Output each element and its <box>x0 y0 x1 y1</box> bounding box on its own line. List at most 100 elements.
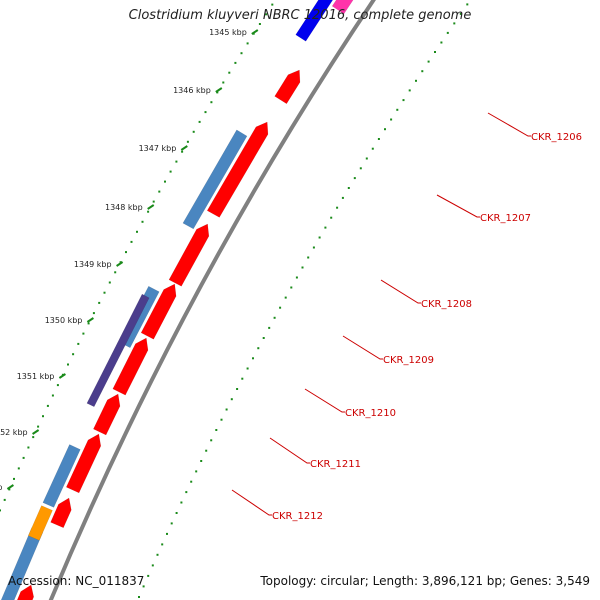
inner-tick-dot <box>138 596 140 598</box>
inner-tick-dot <box>301 266 304 269</box>
inner-tick-dot <box>151 564 154 567</box>
forward-cds <box>93 393 121 436</box>
inner-tick-dot <box>230 398 233 401</box>
outer-tick-dot <box>72 353 75 356</box>
inner-tick-dot <box>440 41 443 44</box>
gene-leader-line <box>380 279 421 304</box>
inner-tick-dot <box>336 206 339 209</box>
kbp-labels: 1345 kbp 1346 kbp 1347 kbp 1348 kbp 1349 kbp… <box>0 28 259 492</box>
inner-tick-dot <box>290 286 293 289</box>
inner-tick-dot <box>421 70 424 73</box>
outer-tick-dot <box>8 488 11 491</box>
outer-tick-dot <box>210 101 213 104</box>
gene-leader-line <box>269 437 310 464</box>
gene-label: CKR_1208 <box>421 299 472 310</box>
gene-leader-line <box>304 388 345 413</box>
outer-tick-dot <box>240 52 243 55</box>
outer-tick-dot <box>77 342 80 345</box>
outer-tick-dot <box>32 436 35 439</box>
forward-cds <box>65 433 102 494</box>
inner-tick-dot <box>215 429 218 431</box>
purple-cds <box>86 293 150 408</box>
outer-tick-dot <box>37 425 40 428</box>
outer-tick-dot <box>175 160 178 163</box>
outer-tick-dot <box>46 404 49 407</box>
kbp-tick <box>32 429 40 435</box>
inner-tick-dot <box>365 157 368 160</box>
kbp-label: 1349 kbp <box>74 260 112 269</box>
inner-tick-dot <box>166 532 168 535</box>
inner-tick-dot <box>390 118 393 121</box>
inner-tick-dot <box>312 246 315 249</box>
inner-tick-dot <box>324 226 327 229</box>
inner-tick-dot <box>371 147 374 150</box>
inner-tick-track <box>138 3 469 598</box>
reverse-cds <box>182 129 248 230</box>
outer-tick-dot <box>186 140 189 143</box>
forward-cds <box>112 337 149 396</box>
inner-tick-dot <box>459 12 462 15</box>
pink-cds <box>331 0 354 15</box>
inner-tick-dot <box>225 408 228 411</box>
genome-backbone <box>48 0 377 600</box>
inner-tick-dot <box>220 418 223 421</box>
outer-tick-dot <box>13 477 15 480</box>
kbp-label: 1347 kbp <box>139 144 177 153</box>
kbp-label: 1346 kbp <box>173 86 211 95</box>
outer-tick-dot <box>125 251 127 254</box>
inner-tick-dot <box>279 306 282 309</box>
gene-leader-line <box>342 335 383 360</box>
outer-tick-dot <box>169 170 172 173</box>
inner-tick-dot <box>236 388 239 390</box>
inner-tick-dot <box>252 357 254 360</box>
outer-tick-dot <box>204 111 207 114</box>
forward-cds <box>16 584 34 600</box>
inner-tick-dot <box>434 51 436 53</box>
outer-tick-dot <box>198 120 201 123</box>
inner-tick-dot <box>161 543 164 546</box>
inner-tick-dot <box>347 187 350 189</box>
outer-tick-dot <box>136 230 138 233</box>
gene-labels: CKR_1206 CKR_1207 CKR_1208 CKR_1209 CKR_1210… <box>272 132 582 522</box>
inner-tick-dot <box>453 22 456 25</box>
gene-leader-line <box>436 194 480 218</box>
orange-cds <box>27 505 53 541</box>
outer-tick-dot <box>152 200 155 203</box>
inner-tick-dot <box>466 3 469 6</box>
inner-tick-dot <box>384 128 386 131</box>
inner-tick-dot <box>180 501 183 504</box>
gene-leader-line <box>487 112 531 137</box>
inner-tick-dot <box>147 574 150 577</box>
gene-label: CKR_1210 <box>345 408 396 419</box>
inner-tick-dot <box>427 60 430 63</box>
inner-tick-dot <box>246 367 249 370</box>
outer-tick-dot <box>27 446 30 449</box>
kbp-tick <box>147 204 155 210</box>
kbp-label: 1350 kbp <box>45 316 83 325</box>
outer-tick-dot <box>147 210 150 213</box>
inner-tick-dot <box>156 553 159 556</box>
inner-tick-dot <box>353 177 356 180</box>
outer-tick-dot <box>141 220 144 223</box>
outer-tick-dot <box>87 322 90 325</box>
gene-label: CKR_1212 <box>272 511 323 522</box>
inner-tick-dot <box>200 460 203 462</box>
inner-tick-dot <box>330 216 333 219</box>
inner-tick-dot <box>241 377 244 380</box>
reverse-cds <box>42 444 81 508</box>
outer-tick-dot <box>228 71 231 74</box>
outer-tick-dot <box>82 332 85 335</box>
outer-tick-dot <box>258 23 261 25</box>
inner-tick-dot <box>284 296 287 299</box>
outer-tick-dot <box>181 150 184 153</box>
inner-tick-dot <box>415 79 417 82</box>
forward-cds <box>140 283 177 340</box>
forward-cds <box>50 497 72 529</box>
forward-cds <box>274 69 301 105</box>
outer-tick-dot <box>51 394 54 397</box>
outer-tick-dot <box>92 312 95 315</box>
gene-features <box>0 0 354 600</box>
outer-tick-track <box>0 3 274 512</box>
topology-text: Topology: circular; Length: 3,896,121 bp… <box>260 574 590 588</box>
